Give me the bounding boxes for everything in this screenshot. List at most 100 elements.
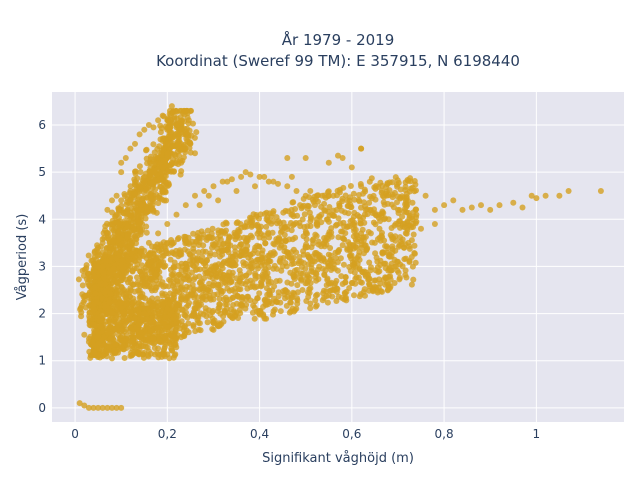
data-point: [127, 308, 134, 315]
data-point: [119, 337, 126, 344]
data-point: [403, 230, 410, 237]
data-point: [209, 225, 216, 232]
data-point: [316, 263, 323, 270]
data-point: [331, 212, 338, 219]
data-point: [168, 271, 175, 278]
data-point: [161, 187, 168, 194]
data-point: [210, 296, 217, 303]
data-point: [376, 225, 383, 232]
data-point: [111, 277, 118, 284]
data-point: [402, 267, 409, 274]
data-point: [361, 286, 368, 293]
data-point: [150, 169, 157, 176]
data-point: [468, 204, 475, 211]
data-point: [325, 192, 332, 199]
data-point: [224, 277, 231, 284]
data-point: [154, 295, 161, 302]
data-point: [290, 274, 297, 281]
data-point: [191, 276, 197, 283]
data-point: [395, 221, 401, 227]
data-point: [256, 290, 263, 297]
data-point: [242, 305, 249, 312]
data-point: [185, 320, 192, 327]
data-point: [192, 192, 198, 199]
data-point: [264, 214, 271, 221]
data-point: [391, 189, 398, 196]
data-point: [307, 305, 314, 312]
data-point: [311, 202, 318, 209]
data-point: [356, 256, 363, 263]
data-point: [345, 210, 352, 217]
data-point: [159, 112, 166, 119]
data-point: [131, 288, 138, 295]
data-point: [284, 226, 290, 233]
data-point: [335, 249, 341, 256]
data-point: [358, 238, 365, 244]
data-point: [407, 178, 414, 185]
data-point: [340, 261, 347, 268]
data-point: [299, 216, 306, 223]
data-point: [221, 247, 228, 254]
data-point: [372, 196, 379, 203]
data-point: [159, 301, 166, 308]
data-point: [387, 267, 393, 274]
data-point: [190, 120, 196, 127]
data-point: [168, 134, 175, 141]
data-point: [135, 222, 142, 229]
data-point: [173, 315, 180, 322]
data-point: [356, 213, 363, 220]
data-point: [229, 294, 236, 301]
data-point: [87, 354, 94, 361]
data-point: [382, 243, 389, 250]
data-point: [292, 206, 299, 212]
data-point: [136, 340, 143, 347]
data-point: [81, 402, 88, 409]
data-point: [263, 223, 270, 230]
data-point: [362, 206, 369, 213]
data-point: [411, 242, 418, 249]
data-point: [294, 297, 301, 304]
data-point: [80, 299, 87, 306]
data-point: [141, 310, 148, 317]
data-point: [193, 299, 200, 306]
data-point: [189, 253, 196, 260]
data-point: [406, 259, 413, 265]
data-point: [86, 315, 93, 322]
data-point: [294, 282, 301, 289]
data-point: [597, 188, 604, 194]
data-point: [113, 192, 120, 199]
data-point: [122, 320, 129, 326]
data-point: [121, 355, 128, 361]
data-point: [104, 206, 111, 213]
data-point: [392, 174, 399, 181]
data-point: [533, 195, 540, 202]
data-point: [233, 188, 240, 194]
data-point: [291, 221, 298, 228]
x-tick-label: 0,4: [250, 427, 269, 441]
data-point: [228, 176, 235, 183]
data-point: [97, 313, 104, 320]
data-point: [106, 343, 113, 350]
data-point: [172, 107, 179, 114]
data-point: [216, 304, 223, 311]
data-point: [402, 179, 409, 186]
data-point: [265, 178, 272, 185]
data-point: [314, 192, 321, 199]
data-point: [391, 280, 398, 286]
data-point: [119, 332, 126, 339]
data-point: [232, 248, 239, 255]
data-point: [172, 288, 179, 295]
data-point: [118, 169, 125, 176]
data-point: [83, 262, 90, 269]
data-point: [136, 310, 143, 317]
data-point: [288, 255, 295, 261]
data-point: [161, 157, 168, 164]
data-point: [333, 288, 340, 295]
data-point: [381, 216, 388, 223]
data-point: [347, 268, 354, 274]
data-point: [300, 202, 307, 209]
data-point: [373, 254, 380, 261]
data-point: [301, 224, 308, 230]
data-point: [271, 306, 278, 313]
data-point: [342, 230, 349, 237]
